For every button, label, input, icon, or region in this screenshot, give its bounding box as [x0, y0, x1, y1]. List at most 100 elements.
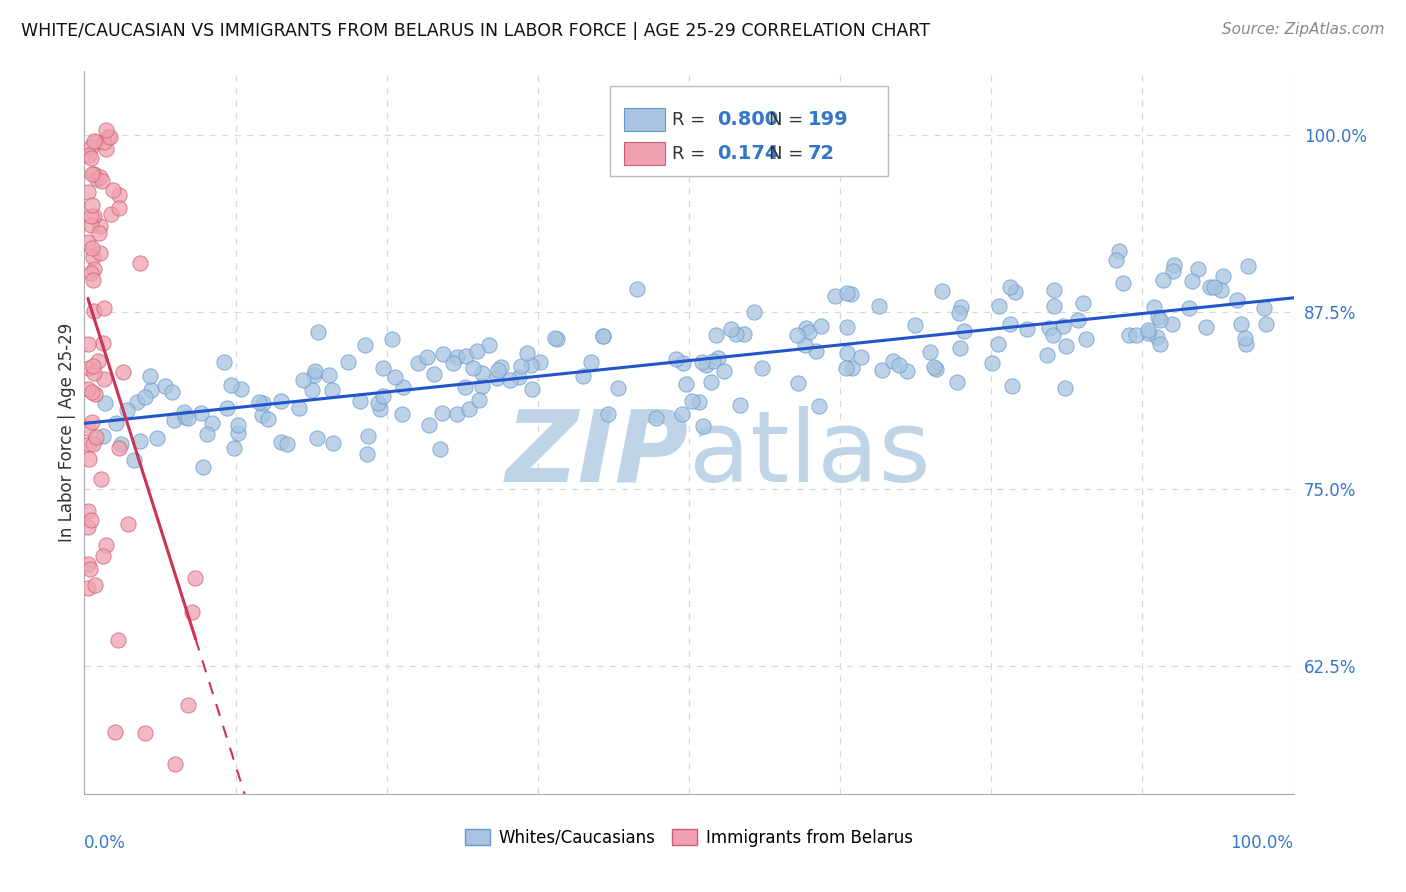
- Point: [177, 698, 200, 712]
- Point: [406, 356, 429, 370]
- Point: [1118, 328, 1140, 343]
- Point: [998, 317, 1021, 331]
- Point: [458, 401, 481, 416]
- Point: [1038, 320, 1060, 334]
- Point: [215, 401, 238, 415]
- Point: [82, 241, 104, 255]
- Point: [82, 359, 104, 373]
- Point: [201, 416, 224, 430]
- Point: [592, 329, 614, 343]
- Point: [110, 437, 132, 451]
- Text: 199: 199: [807, 111, 848, 129]
- Text: 72: 72: [807, 145, 835, 163]
- Point: [134, 726, 156, 740]
- Point: [477, 337, 499, 351]
- Point: [89, 219, 111, 234]
- Point: [77, 185, 100, 199]
- Point: [1209, 283, 1232, 297]
- Point: [84, 578, 107, 592]
- Point: [141, 383, 163, 397]
- Point: [598, 407, 620, 421]
- Point: [787, 376, 810, 390]
- Point: [681, 394, 703, 409]
- Point: [1254, 317, 1277, 331]
- Point: [87, 226, 110, 240]
- Point: [671, 407, 693, 421]
- Text: 0.0%: 0.0%: [84, 834, 127, 852]
- Point: [626, 282, 648, 296]
- Point: [700, 375, 723, 389]
- Point: [96, 538, 118, 552]
- Point: [695, 358, 717, 372]
- Point: [950, 300, 973, 314]
- Point: [79, 148, 101, 162]
- Point: [83, 366, 105, 380]
- Point: [302, 368, 325, 382]
- Point: [93, 301, 115, 315]
- Point: [519, 358, 541, 372]
- Point: [924, 362, 946, 376]
- Point: [353, 338, 375, 352]
- Point: [1136, 326, 1159, 340]
- Point: [835, 361, 858, 376]
- Point: [945, 375, 967, 389]
- Point: [463, 360, 485, 375]
- Point: [77, 452, 100, 467]
- Point: [1149, 313, 1171, 327]
- Point: [1234, 336, 1257, 351]
- Point: [468, 392, 491, 407]
- Point: [100, 207, 122, 221]
- Text: 0.174: 0.174: [717, 145, 779, 163]
- Point: [86, 354, 108, 368]
- Point: [645, 411, 668, 425]
- Text: 100.0%: 100.0%: [1230, 834, 1294, 852]
- Point: [1160, 318, 1182, 332]
- Point: [89, 246, 111, 260]
- Point: [713, 364, 735, 378]
- Point: [1036, 348, 1059, 362]
- Point: [163, 757, 186, 772]
- Point: [79, 562, 101, 576]
- Point: [93, 135, 115, 149]
- Point: [607, 381, 630, 395]
- FancyBboxPatch shape: [624, 142, 665, 165]
- Point: [356, 447, 378, 461]
- Point: [93, 396, 115, 410]
- Point: [841, 360, 863, 375]
- Point: [349, 394, 371, 409]
- Point: [108, 188, 131, 202]
- Point: [94, 122, 117, 136]
- Point: [80, 139, 103, 153]
- Point: [987, 337, 1010, 351]
- Point: [1112, 276, 1135, 290]
- Point: [79, 209, 101, 223]
- Point: [728, 398, 751, 412]
- Point: [508, 370, 530, 384]
- Point: [107, 633, 129, 648]
- Point: [1187, 261, 1209, 276]
- Point: [1054, 339, 1077, 353]
- Point: [367, 396, 389, 410]
- Point: [84, 135, 107, 149]
- Point: [79, 360, 101, 375]
- Point: [751, 360, 773, 375]
- FancyBboxPatch shape: [610, 86, 889, 176]
- Point: [1181, 274, 1204, 288]
- Point: [287, 401, 309, 416]
- Point: [82, 197, 104, 211]
- Point: [222, 442, 245, 456]
- Point: [522, 382, 544, 396]
- Point: [337, 354, 360, 368]
- Point: [922, 360, 945, 375]
- Point: [446, 407, 468, 421]
- Point: [571, 369, 593, 384]
- Point: [1229, 317, 1251, 331]
- Point: [173, 405, 195, 419]
- Text: ZIP: ZIP: [506, 406, 689, 503]
- Point: [1226, 293, 1249, 307]
- Point: [454, 349, 477, 363]
- Point: [77, 337, 100, 351]
- Point: [849, 351, 872, 365]
- Y-axis label: In Labor Force | Age 25-29: In Labor Force | Age 25-29: [58, 323, 76, 542]
- Point: [1161, 264, 1184, 278]
